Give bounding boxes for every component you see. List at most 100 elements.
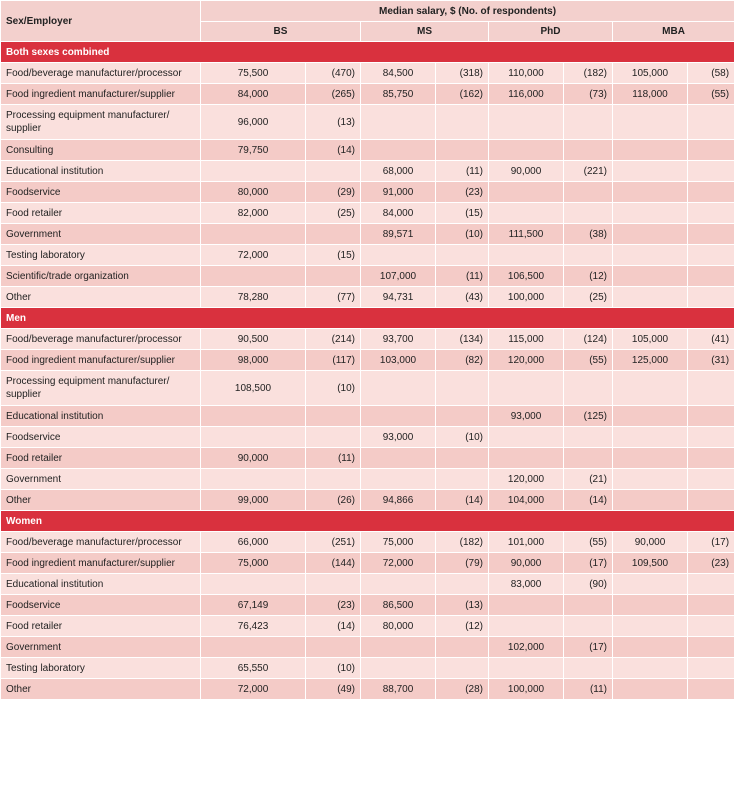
salary: 75,500 (200, 62, 306, 84)
empty-cell (686, 104, 734, 140)
empty-cell (686, 139, 734, 161)
salary: 72,000 (360, 552, 436, 574)
empty-cell (435, 244, 489, 266)
empty-cell (612, 657, 688, 679)
empty-cell (612, 489, 688, 511)
salary: 93,000 (360, 426, 436, 448)
empty-cell (563, 139, 613, 161)
row-label-header: Sex/Employer (0, 0, 201, 42)
data-row: Other 72,000 (49) 88,700 (28) 100,000 (11) (0, 678, 734, 700)
salary: 84,000 (360, 202, 436, 224)
salary: 93,000 (488, 405, 564, 427)
empty-cell (488, 244, 564, 266)
salary: 99,000 (200, 489, 306, 511)
empty-cell (305, 573, 361, 595)
empty-cell (686, 636, 734, 658)
salary: 125,000 (612, 349, 688, 371)
respondents: (14) (563, 489, 613, 511)
empty-cell (488, 426, 564, 448)
salary: 67,149 (200, 594, 306, 616)
empty-cell (488, 447, 564, 469)
respondents: (23) (435, 181, 489, 203)
empty-cell (435, 447, 489, 469)
empty-cell (563, 615, 613, 637)
employer-label: Food ingredient manufacturer/supplier (0, 552, 201, 574)
salary: 75,000 (200, 552, 306, 574)
empty-cell (200, 405, 306, 427)
salary: 84,000 (200, 83, 306, 105)
section-row: Both sexes combined (0, 41, 734, 63)
empty-cell (305, 160, 361, 182)
data-row: Government 89,571 (10) 111,500 (38) (0, 223, 734, 245)
salary: 79,750 (200, 139, 306, 161)
empty-cell (563, 426, 613, 448)
salary: 107,000 (360, 265, 436, 287)
employer-label: Food/beverage manufacturer/processor (0, 328, 201, 350)
respondents: (82) (435, 349, 489, 371)
empty-cell (360, 657, 436, 679)
respondents: (11) (435, 265, 489, 287)
salary: 120,000 (488, 468, 564, 490)
empty-cell (686, 573, 734, 595)
salary: 85,750 (360, 83, 436, 105)
salary: 91,000 (360, 181, 436, 203)
empty-cell (612, 139, 688, 161)
empty-cell (360, 636, 436, 658)
salary: 105,000 (612, 328, 688, 350)
respondents: (265) (305, 83, 361, 105)
salary: 109,500 (612, 552, 688, 574)
respondents: (10) (305, 370, 361, 406)
data-row: Processing equipment manufacturer/ suppl… (0, 104, 734, 140)
empty-cell (305, 636, 361, 658)
employer-label: Testing laboratory (0, 244, 201, 266)
empty-cell (305, 468, 361, 490)
respondents: (26) (305, 489, 361, 511)
respondents: (17) (563, 636, 613, 658)
salary: 80,000 (360, 615, 436, 637)
salary: 90,000 (488, 160, 564, 182)
respondents: (318) (435, 62, 489, 84)
respondents: (124) (563, 328, 613, 350)
empty-cell (563, 657, 613, 679)
salary: 118,000 (612, 83, 688, 105)
salary: 111,500 (488, 223, 564, 245)
respondents: (221) (563, 160, 613, 182)
data-row: Consulting 79,750 (14) (0, 139, 734, 161)
data-row: Foodservice 93,000 (10) (0, 426, 734, 448)
empty-cell (612, 104, 688, 140)
empty-cell (686, 160, 734, 182)
empty-cell (305, 426, 361, 448)
empty-cell (686, 489, 734, 511)
data-row: Testing laboratory 65,550 (10) (0, 657, 734, 679)
salary: 105,000 (612, 62, 688, 84)
respondents: (55) (563, 531, 613, 553)
employer-label: Food/beverage manufacturer/processor (0, 531, 201, 553)
empty-cell (686, 657, 734, 679)
empty-cell (686, 405, 734, 427)
empty-cell (612, 286, 688, 308)
respondents: (12) (435, 615, 489, 637)
salary: 84,500 (360, 62, 436, 84)
empty-cell (612, 636, 688, 658)
respondents: (25) (563, 286, 613, 308)
data-row: Government 102,000 (17) (0, 636, 734, 658)
respondents: (23) (305, 594, 361, 616)
employer-label: Government (0, 223, 201, 245)
empty-cell (435, 636, 489, 658)
salary: 88,700 (360, 678, 436, 700)
salary: 96,000 (200, 104, 306, 140)
empty-cell (360, 468, 436, 490)
degree-header: MS (360, 21, 489, 42)
empty-cell (200, 426, 306, 448)
employer-label: Educational institution (0, 160, 201, 182)
salary: 90,000 (612, 531, 688, 553)
empty-cell (612, 265, 688, 287)
employer-label: Food retailer (0, 615, 201, 637)
data-row: Processing equipment manufacturer/ suppl… (0, 370, 734, 406)
respondents: (38) (563, 223, 613, 245)
data-row: Educational institution 83,000 (90) (0, 573, 734, 595)
empty-cell (612, 426, 688, 448)
respondents: (13) (435, 594, 489, 616)
salary: 108,500 (200, 370, 306, 406)
